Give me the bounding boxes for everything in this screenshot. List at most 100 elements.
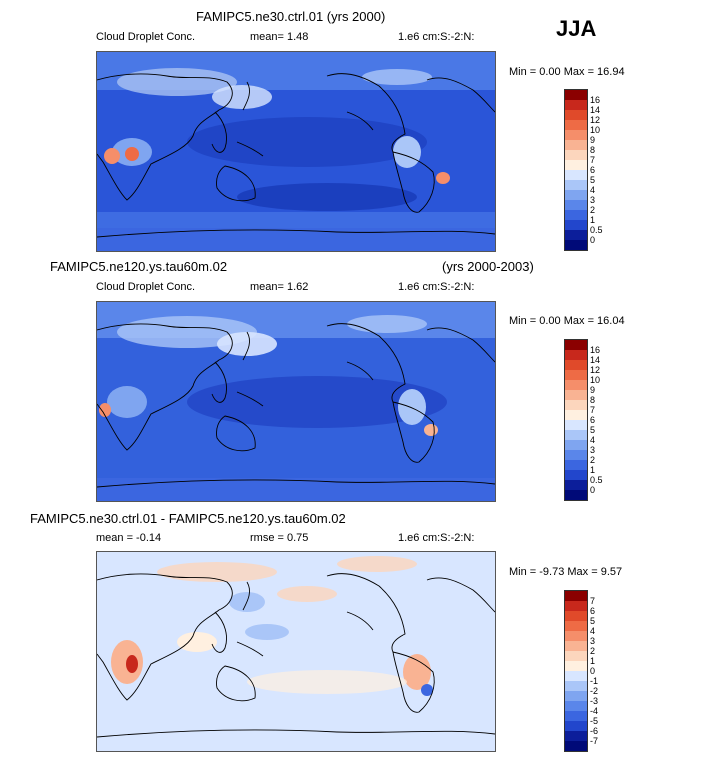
colorbar-swatch: [565, 140, 587, 150]
panel-1-mean: mean= 1.48: [250, 31, 309, 43]
colorbar-swatch: [565, 460, 587, 470]
colorbar-tick-label: 2: [590, 646, 596, 656]
colorbar-swatch: [565, 591, 587, 601]
colorbar-tick-label: 0: [590, 235, 596, 245]
colorbar-tick-label: 5: [590, 175, 596, 185]
colorbar-swatch: [565, 711, 587, 721]
colorbar-tick-label: 3: [590, 445, 596, 455]
colorbar-swatch: [565, 641, 587, 651]
colorbar-tick-label: 14: [590, 355, 601, 365]
colorbar-tick-label: 10: [590, 125, 601, 135]
colorbar-swatch: [565, 400, 587, 410]
panel-1-title: FAMIPC5.ne30.ctrl.01 (yrs 2000): [196, 9, 386, 24]
colorbar-tick-label: 3: [590, 636, 596, 646]
panel-3-colorbar: [564, 590, 588, 752]
colorbar-tick-label: -5: [590, 716, 599, 726]
colorbar-tick-label: 1: [590, 656, 596, 666]
colorbar-swatch: [565, 390, 587, 400]
colorbar-swatch: [565, 230, 587, 240]
colorbar-swatch: [565, 90, 587, 100]
colorbar-swatch: [565, 691, 587, 701]
colorbar-swatch: [565, 621, 587, 631]
colorbar-swatch: [565, 651, 587, 661]
colorbar-tick-label: 2: [590, 205, 596, 215]
colorbar-swatch: [565, 470, 587, 480]
panel-3-mean: mean = -0.14: [96, 532, 162, 544]
colorbar-tick-label: 5: [590, 425, 596, 435]
panel-2-field-label: Cloud Droplet Conc.: [96, 281, 196, 293]
colorbar-swatch: [565, 220, 587, 230]
colorbar-tick-label: 1: [590, 215, 596, 225]
colorbar-swatch: [565, 190, 587, 200]
panel-3-units: 1.e6 cm:S:-2:N:: [398, 532, 475, 544]
colorbar-swatch: [565, 731, 587, 741]
colorbar-swatch: [565, 370, 587, 380]
colorbar-tick-label: 0: [590, 485, 596, 495]
colorbar-swatch: [565, 340, 587, 350]
panel-1-map: [96, 51, 496, 252]
panel-2-colorbar: [564, 339, 588, 501]
colorbar-tick-label: 6: [590, 165, 596, 175]
panel-3-title: FAMIPC5.ne30.ctrl.01 - FAMIPC5.ne120.ys.…: [30, 511, 346, 526]
colorbar-swatch: [565, 240, 587, 250]
colorbar-tick-label: 9: [590, 385, 596, 395]
colorbar-tick-label: -3: [590, 696, 599, 706]
colorbar-swatch: [565, 681, 587, 691]
colorbar-tick-label: 4: [590, 185, 596, 195]
colorbar-swatch: [565, 200, 587, 210]
colorbar-tick-label: 4: [590, 435, 596, 445]
colorbar-tick-label: 2: [590, 455, 596, 465]
season-label: JJA: [556, 16, 597, 41]
panel-3-map-graphic: [97, 552, 495, 751]
colorbar-swatch: [565, 380, 587, 390]
colorbar-swatch: [565, 160, 587, 170]
colorbar-swatch: [565, 410, 587, 420]
colorbar-tick-label: 8: [590, 395, 596, 405]
panel-2-years: (yrs 2000-2003): [442, 259, 534, 274]
panel-3-map: [96, 551, 496, 752]
colorbar-swatch: [565, 210, 587, 220]
colorbar-tick-label: 0: [590, 666, 596, 676]
colorbar-swatch: [565, 120, 587, 130]
colorbar-tick-label: 7: [590, 596, 596, 606]
panel-1-minmax: Min = 0.00 Max = 16.94: [509, 66, 625, 78]
colorbar-tick-label: 3: [590, 195, 596, 205]
colorbar-swatch: [565, 490, 587, 500]
colorbar-swatch: [565, 130, 587, 140]
panel-2-title: FAMIPC5.ne120.ys.tau60m.02: [50, 259, 228, 274]
colorbar-swatch: [565, 671, 587, 681]
colorbar-tick-label: -1: [590, 676, 599, 686]
colorbar-swatch: [565, 721, 587, 731]
colorbar-tick-label: 6: [590, 415, 596, 425]
colorbar-swatch: [565, 741, 587, 751]
colorbar-tick-label: 14: [590, 105, 601, 115]
panel-2-minmax: Min = 0.00 Max = 16.04: [509, 315, 625, 327]
panel-3-rmse: rmse = 0.75: [250, 532, 309, 544]
colorbar-swatch: [565, 180, 587, 190]
colorbar-tick-label: -2: [590, 686, 599, 696]
colorbar-swatch: [565, 360, 587, 370]
colorbar-swatch: [565, 611, 587, 621]
colorbar-tick-label: 16: [590, 95, 601, 105]
panel-2-map-graphic: [97, 302, 495, 501]
panel-3-minmax: Min = -9.73 Max = 9.57: [509, 566, 623, 578]
colorbar-tick-label: 6: [590, 606, 596, 616]
panel-2-mean: mean= 1.62: [250, 281, 309, 293]
colorbar-swatch: [565, 170, 587, 180]
colorbar-tick-label: 12: [590, 365, 601, 375]
panel-2-units: 1.e6 cm:S:-2:N:: [398, 281, 475, 293]
colorbar-tick-label: 0.5: [590, 475, 603, 485]
colorbar-swatch: [565, 420, 587, 430]
colorbar-tick-label: 5: [590, 616, 596, 626]
colorbar-tick-label: 0.5: [590, 225, 603, 235]
colorbar-tick-label: 16: [590, 345, 601, 355]
panel-1-map-graphic: [97, 52, 495, 251]
colorbar-tick-label: 7: [590, 405, 596, 415]
panel-1-colorbar: [564, 89, 588, 251]
colorbar-tick-label: -4: [590, 706, 599, 716]
colorbar-swatch: [565, 430, 587, 440]
colorbar-swatch: [565, 150, 587, 160]
colorbar-tick-label: 12: [590, 115, 601, 125]
colorbar-swatch: [565, 100, 587, 110]
colorbar-tick-label: 8: [590, 145, 596, 155]
